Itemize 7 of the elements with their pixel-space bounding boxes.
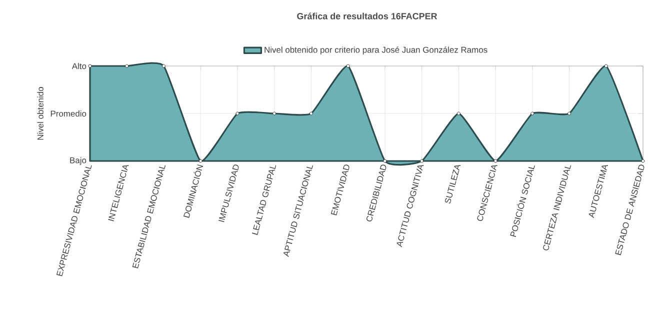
legend-label: Nivel obtenido por criterio para José Juan González Ramos xyxy=(264,46,488,54)
chart-title: Gráfica de resultados 16FACPER xyxy=(297,12,438,20)
text: Alto xyxy=(72,62,86,70)
y-axis-title: Nivel obtenido xyxy=(37,87,44,140)
text: Promedio xyxy=(50,110,86,117)
x-tick-label: LEALTAD GRUPAL xyxy=(252,165,276,235)
text: Bajo xyxy=(70,157,86,165)
